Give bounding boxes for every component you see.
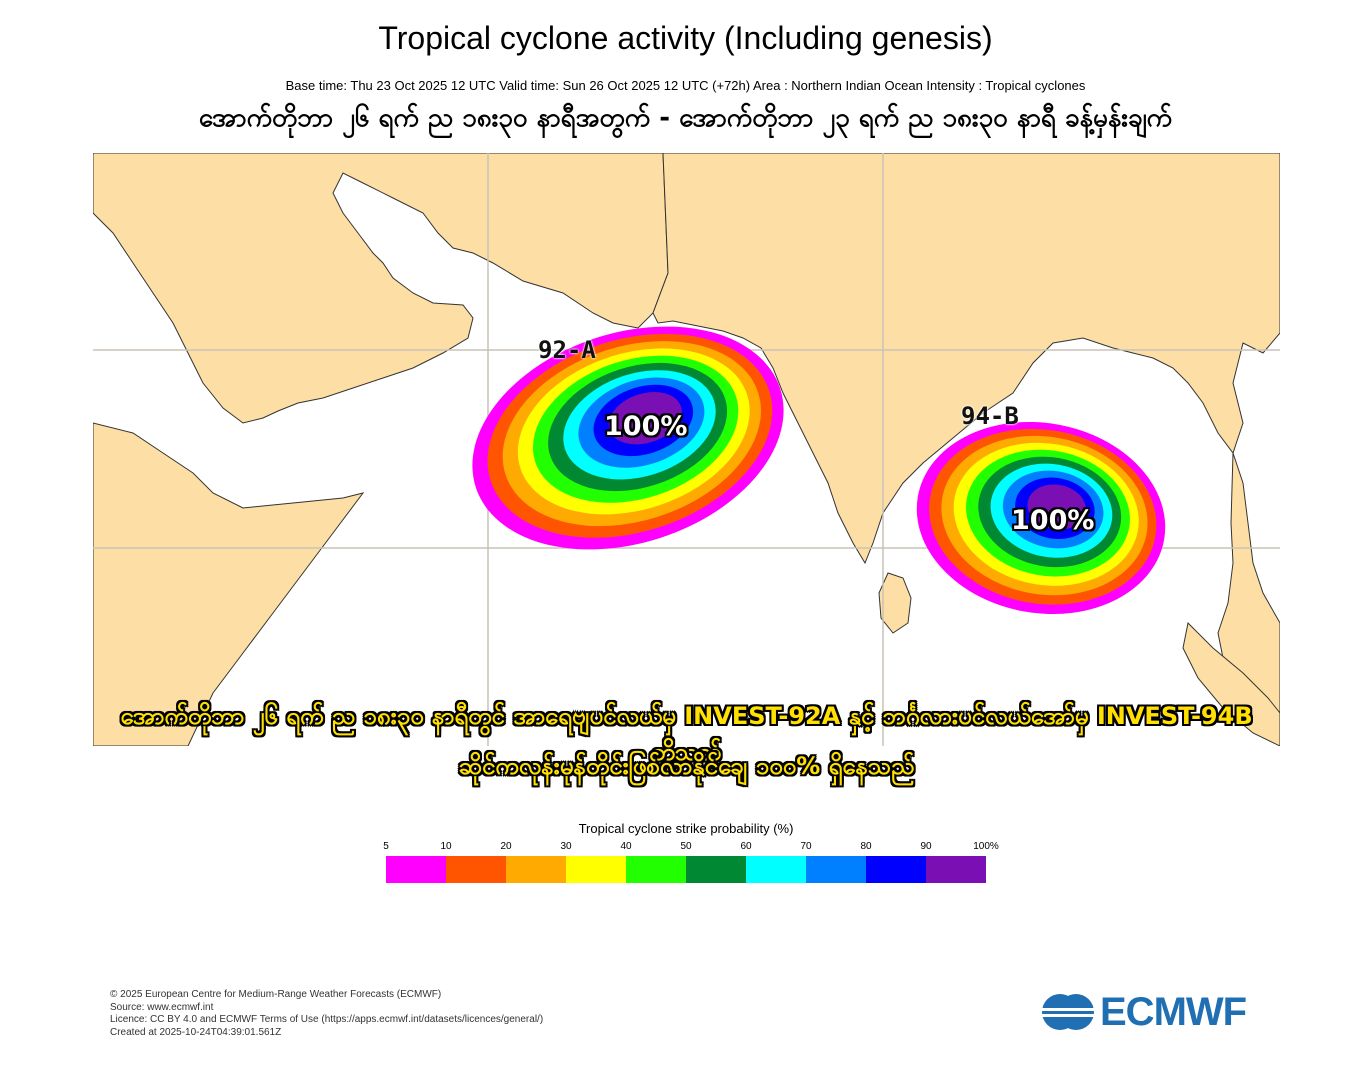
storm-94b-label: 94-B [961,402,1019,430]
legend-swatch [806,856,866,883]
legend-swatch [566,856,626,883]
probability-ring [608,392,682,445]
chart-subtitle: Base time: Thu 23 Oct 2025 12 UTC Valid … [285,78,1086,93]
land-arabia-iran [93,153,669,424]
legend-title: Tropical cyclone strike probability (%) [578,821,794,836]
ecmwf-logo-text: ECMWF [1100,989,1247,1034]
legend-swatch [446,856,506,883]
legend-swatch [866,856,926,883]
legend-tick-label: 40 [620,841,632,852]
legend-swatch [506,856,566,883]
legend-tick-label: 70 [800,841,812,852]
ecmwf-logo: ECMWF [1040,989,1247,1034]
legend-tick-label: 90 [920,841,932,852]
legend-swatch [626,856,686,883]
footer-credits: © 2025 European Centre for Medium-Range … [110,989,543,1039]
legend-swatch [686,856,746,883]
legend-tick-label: 20 [500,841,512,852]
storm-92a-probability: 100% [604,411,688,442]
legend-tick-label: 5 [383,841,389,852]
legend-tick-label: 10 [440,841,452,852]
footer-copyright: © 2025 European Centre for Medium-Range … [110,989,442,1000]
legend-tick-label: 100% [973,841,999,852]
legend-swatch [746,856,806,883]
legend-tick-label: 60 [740,841,752,852]
chart-title: Tropical cyclone activity (Including gen… [378,20,993,56]
footer-source: Source: www.ecmwf.int [110,1001,214,1013]
myanmar-heading: အောက်တိုဘာ ၂၆ ရက် ည ၁၈း၃၀ နာရီအတွက် - အေ… [198,103,1173,133]
probability-ring [1027,484,1086,530]
land-sumatra [1182,621,1280,746]
legend-tick-label: 50 [680,841,692,852]
forecast-map: 92-A 100% 94-B 100% [93,153,1280,746]
caption-line-1: အောက်တိုဘာ ၂၆ ရက် ည ၁၈း၃၀ နာရီတွင် အာရေဗ… [120,702,1253,766]
land-africa [93,422,365,746]
storm-94b-probability: 100% [1011,505,1095,536]
storm-92a-probability-rings [472,326,784,550]
land-layer [93,153,1280,746]
ecmwf-logo-icon [1040,994,1096,1030]
map-canvas [93,153,1280,746]
storm-94b-probability-rings [916,421,1166,615]
storm-92a-label: 92-A [538,336,596,364]
legend-color-bar [386,856,986,883]
caption-line-2: ဆိုင်ကလုန်းမုန်တိုင်းဖြစ်လာနိုင်ချေ ၁၀၀%… [458,752,915,780]
legend-swatch [386,856,446,883]
legend-swatch [926,856,986,883]
legend-tick-label: 30 [560,841,572,852]
footer-created: Created at 2025-10-24T04:39:01.561Z [110,1026,282,1038]
land-india-asia [652,153,1280,565]
footer-licence: Licence: CC BY 4.0 and ECMWF Terms of Us… [110,1014,544,1025]
legend-tick-label: 80 [860,841,872,852]
land-sri-lanka [878,572,912,634]
